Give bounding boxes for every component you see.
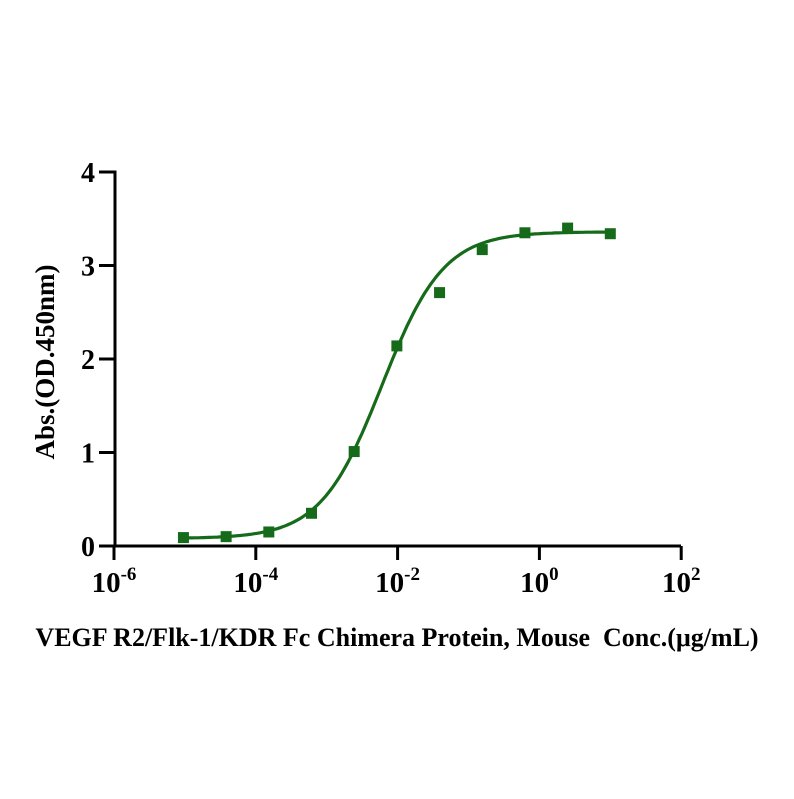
data-point-marker xyxy=(434,287,446,299)
x-tick-label: 100 xyxy=(520,564,559,599)
data-point-marker xyxy=(391,340,403,352)
x-tick-label: 10-2 xyxy=(375,564,420,599)
data-point-marker xyxy=(305,507,317,519)
data-point-marker xyxy=(263,526,275,538)
data-point-marker xyxy=(604,228,616,240)
data-point-marker xyxy=(476,244,488,256)
data-point-marker xyxy=(519,227,531,239)
data-point-marker xyxy=(220,531,232,543)
chart-generated-layer: 0 1 2 3 4 10-6 10-4 10-2 100 102 xyxy=(81,158,700,599)
x-axis-title: VEGF R2/Flk-1/KDR Fc Chimera Protein, Mo… xyxy=(35,623,758,652)
y-tick-label: 4 xyxy=(81,158,95,189)
data-point-marker xyxy=(177,532,189,544)
dose-response-curve xyxy=(183,230,609,540)
x-tick-label: 10-4 xyxy=(233,564,278,599)
data-point-marker xyxy=(348,446,360,458)
data-point-marker xyxy=(562,222,574,234)
x-tick-label: 10-6 xyxy=(92,564,137,599)
y-tick-label: 0 xyxy=(81,532,95,563)
y-tick-label: 2 xyxy=(81,345,95,376)
y-axis-title: Abs.(OD.450nm) xyxy=(30,264,60,459)
y-tick-label: 1 xyxy=(81,439,95,470)
y-tick-label: 3 xyxy=(81,252,95,283)
x-tick-label: 102 xyxy=(662,564,701,599)
